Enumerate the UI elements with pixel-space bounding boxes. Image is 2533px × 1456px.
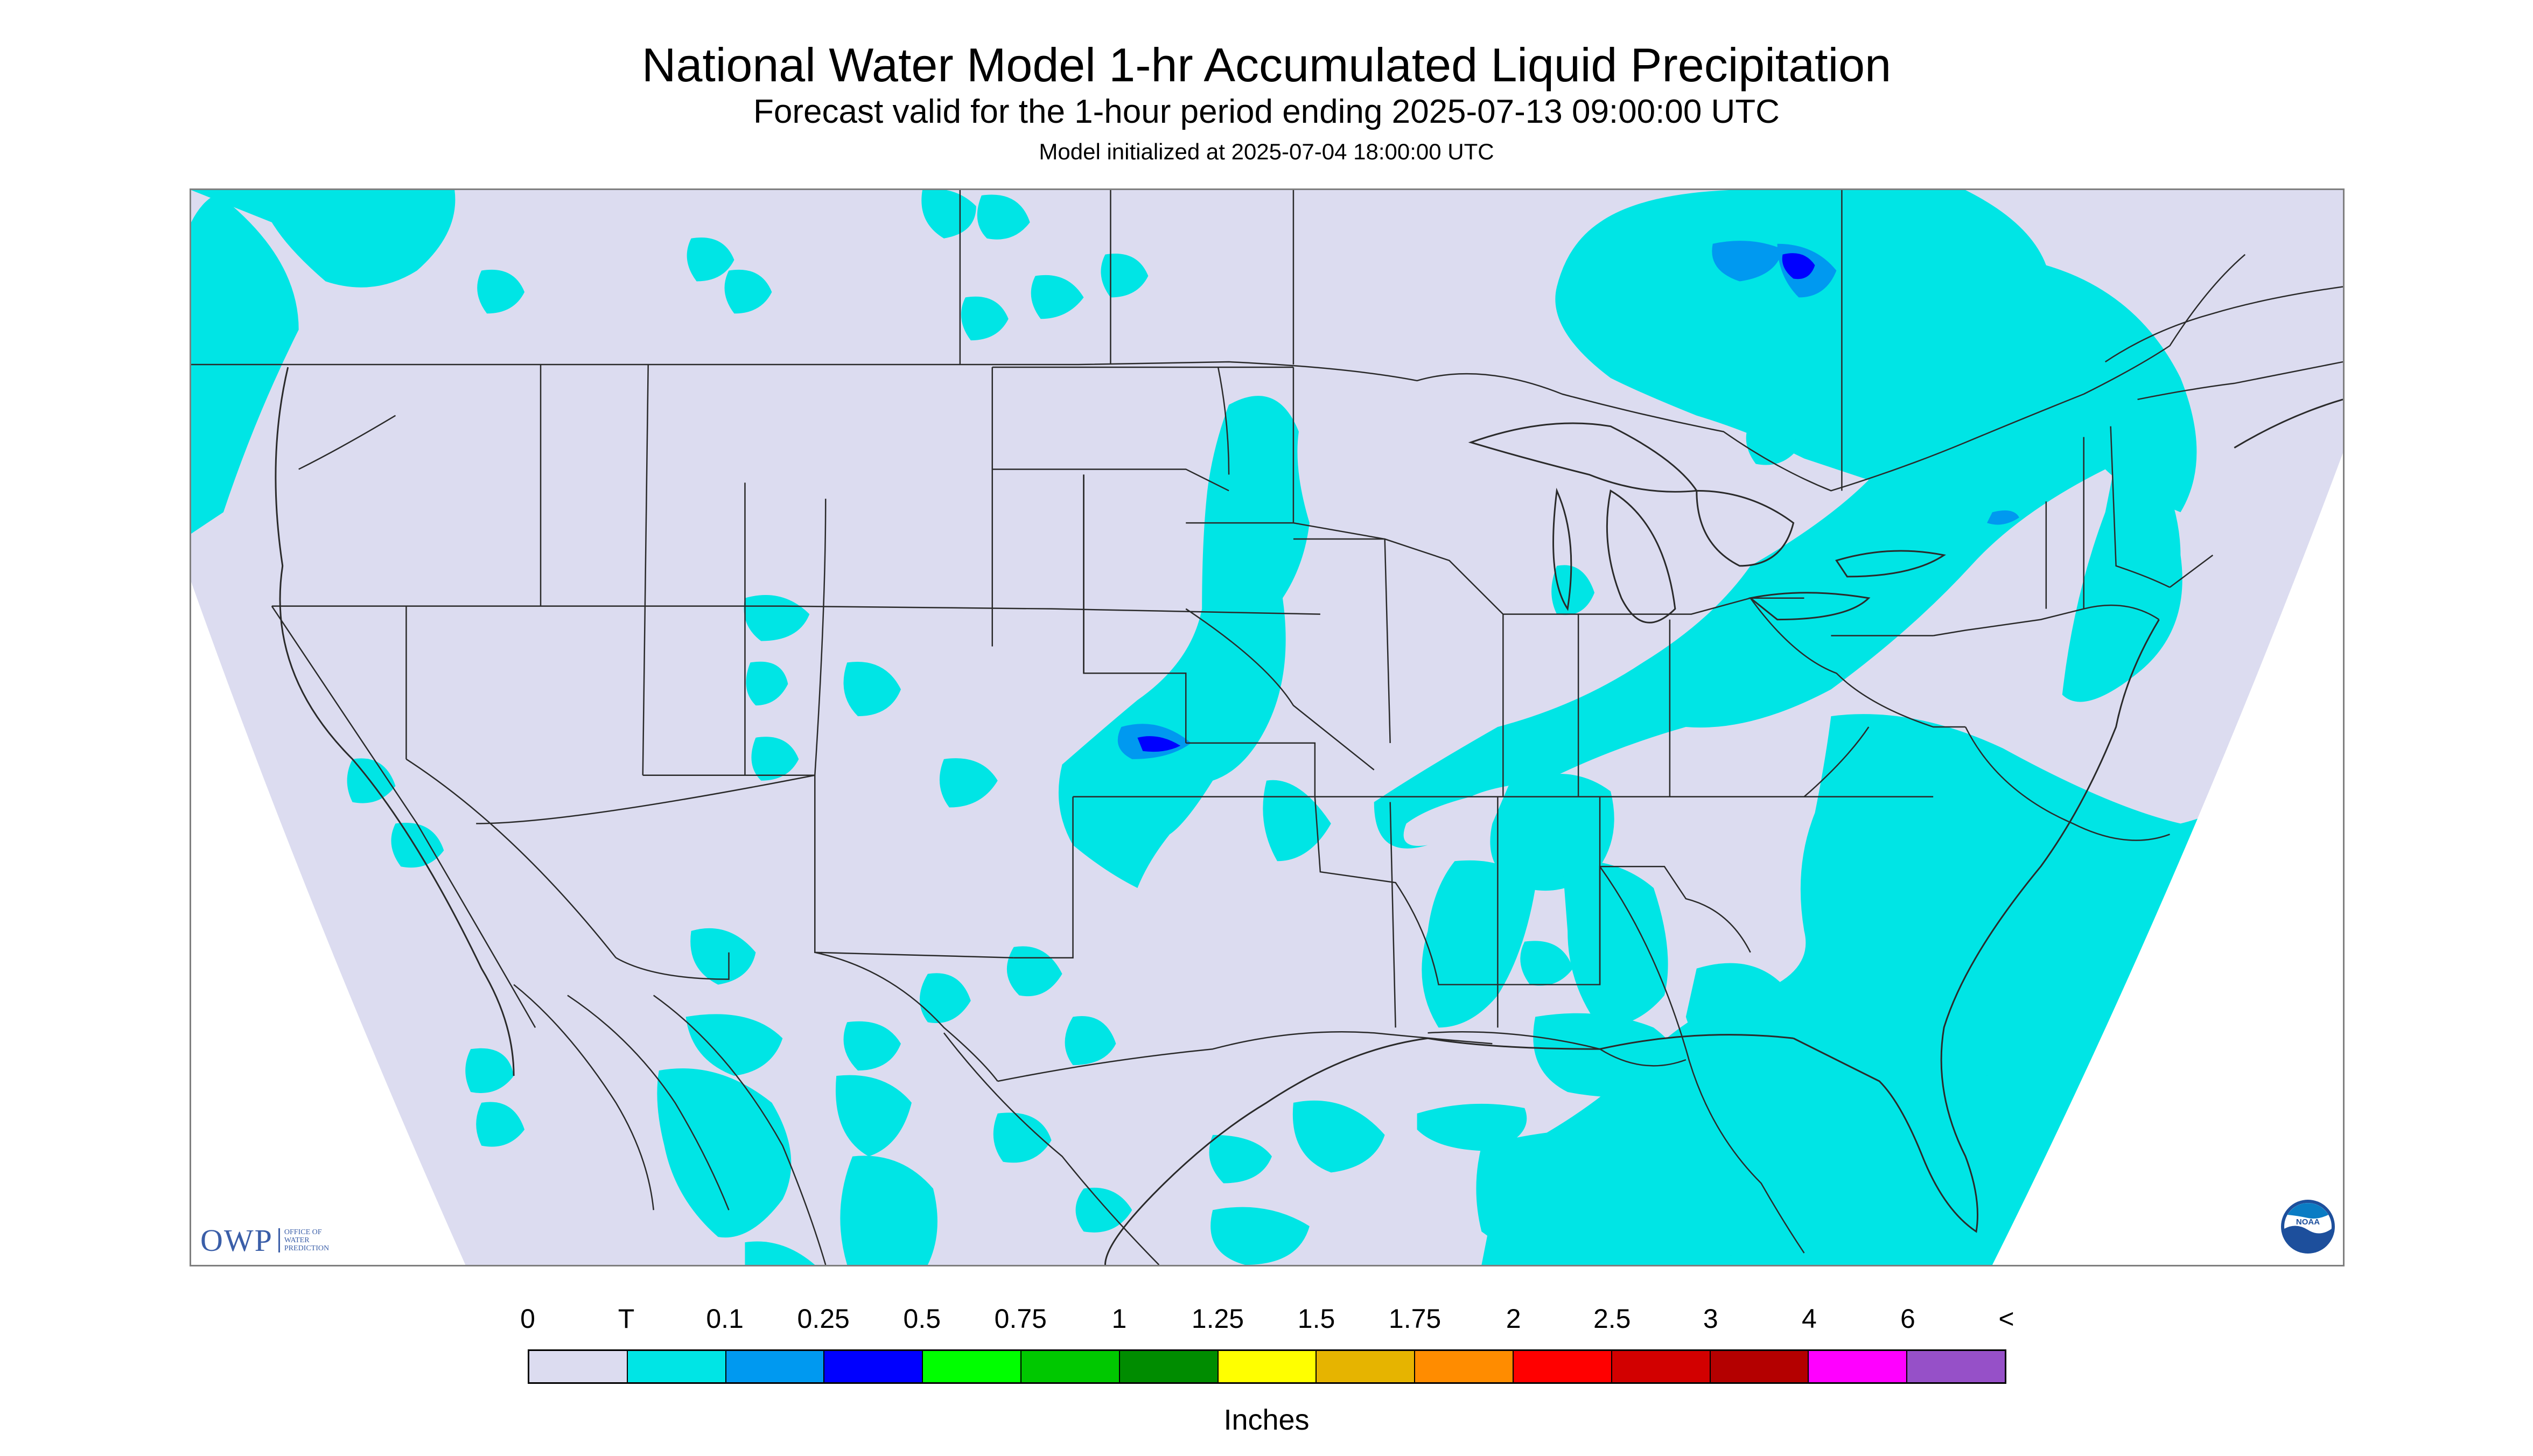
legend-tick-label: 1 <box>1111 1304 1127 1334</box>
legend-swatch <box>1218 1351 1317 1382</box>
domain-edge-right <box>1992 453 2343 1265</box>
model-init-time: Model initialized at 2025-07-04 18:00:00… <box>1039 139 1494 164</box>
legend-swatch <box>923 1351 1021 1382</box>
legend-swatch <box>726 1351 825 1382</box>
legend-swatch <box>1513 1351 1612 1382</box>
noaa-logo: NOAA <box>2281 1200 2335 1254</box>
legend-tick-label: 1.5 <box>1297 1304 1335 1334</box>
owp-logo-line: OFFICE OF <box>284 1228 322 1236</box>
legend-swatch <box>627 1351 726 1382</box>
legend-tick-label: < <box>1998 1304 2014 1334</box>
domain-edge-left <box>191 582 466 1265</box>
legend-swatch <box>824 1351 923 1382</box>
legend-swatch <box>1021 1351 1120 1382</box>
owp-logo-subtitle: OFFICE OF WATER PREDICTION <box>278 1228 329 1252</box>
color-legend <box>528 1349 2006 1384</box>
legend-tick-label: 0 <box>520 1304 535 1334</box>
legend-swatch <box>1119 1351 1219 1382</box>
legend-tick-label: 0.5 <box>903 1304 941 1334</box>
precipitation-map <box>190 188 2345 1266</box>
legend-tick-labels: 0 T 0.1 0.25 0.5 0.75 1 1.25 1.5 1.75 2 2.5 3 4 6 < <box>0 1303 2533 1341</box>
owp-logo-line: WATER <box>284 1236 310 1244</box>
legend-swatch <box>1415 1351 1514 1382</box>
svg-text:NOAA: NOAA <box>2296 1217 2320 1227</box>
legend-tick-label: 1.75 <box>1388 1304 1442 1334</box>
chart-title: National Water Model 1-hr Accumulated Li… <box>641 38 1892 92</box>
legend-tick-label: 0.75 <box>994 1304 1047 1334</box>
trace-precip-areas <box>191 190 2343 1265</box>
moderate-precip-areas <box>1137 253 1815 752</box>
legend-tick-label: 2 <box>1506 1304 1521 1334</box>
legend-swatch <box>1612 1351 1711 1382</box>
legend-tick-label: T <box>618 1304 635 1334</box>
owp-logo: OWP OFFICE OF WATER PREDICTION <box>200 1221 329 1259</box>
legend-units: Inches <box>1223 1404 1310 1436</box>
legend-tick-label: 2.5 <box>1593 1304 1631 1334</box>
legend-swatch <box>1317 1351 1416 1382</box>
legend-tick-label: 0.1 <box>706 1304 744 1334</box>
owp-logo-line: PREDICTION <box>284 1244 330 1252</box>
legend-tick-label: 6 <box>1900 1304 1915 1334</box>
owp-logo-mark: OWP <box>200 1222 273 1258</box>
coastlines <box>275 367 2343 1265</box>
legend-tick-label: 4 <box>1801 1304 1817 1334</box>
legend-swatch <box>1710 1351 1809 1382</box>
legend-swatch <box>1907 1351 2005 1382</box>
legend-swatch <box>529 1351 628 1382</box>
legend-swatch <box>1809 1351 1908 1382</box>
political-boundaries <box>191 190 2343 1265</box>
legend-tick-label: 0.25 <box>797 1304 850 1334</box>
chart-subtitle: Forecast valid for the 1-hour period end… <box>753 93 1780 130</box>
legend-tick-label: 3 <box>1703 1304 1718 1334</box>
legend-tick-label: 1.25 <box>1191 1304 1244 1334</box>
map-canvas <box>191 190 2343 1265</box>
